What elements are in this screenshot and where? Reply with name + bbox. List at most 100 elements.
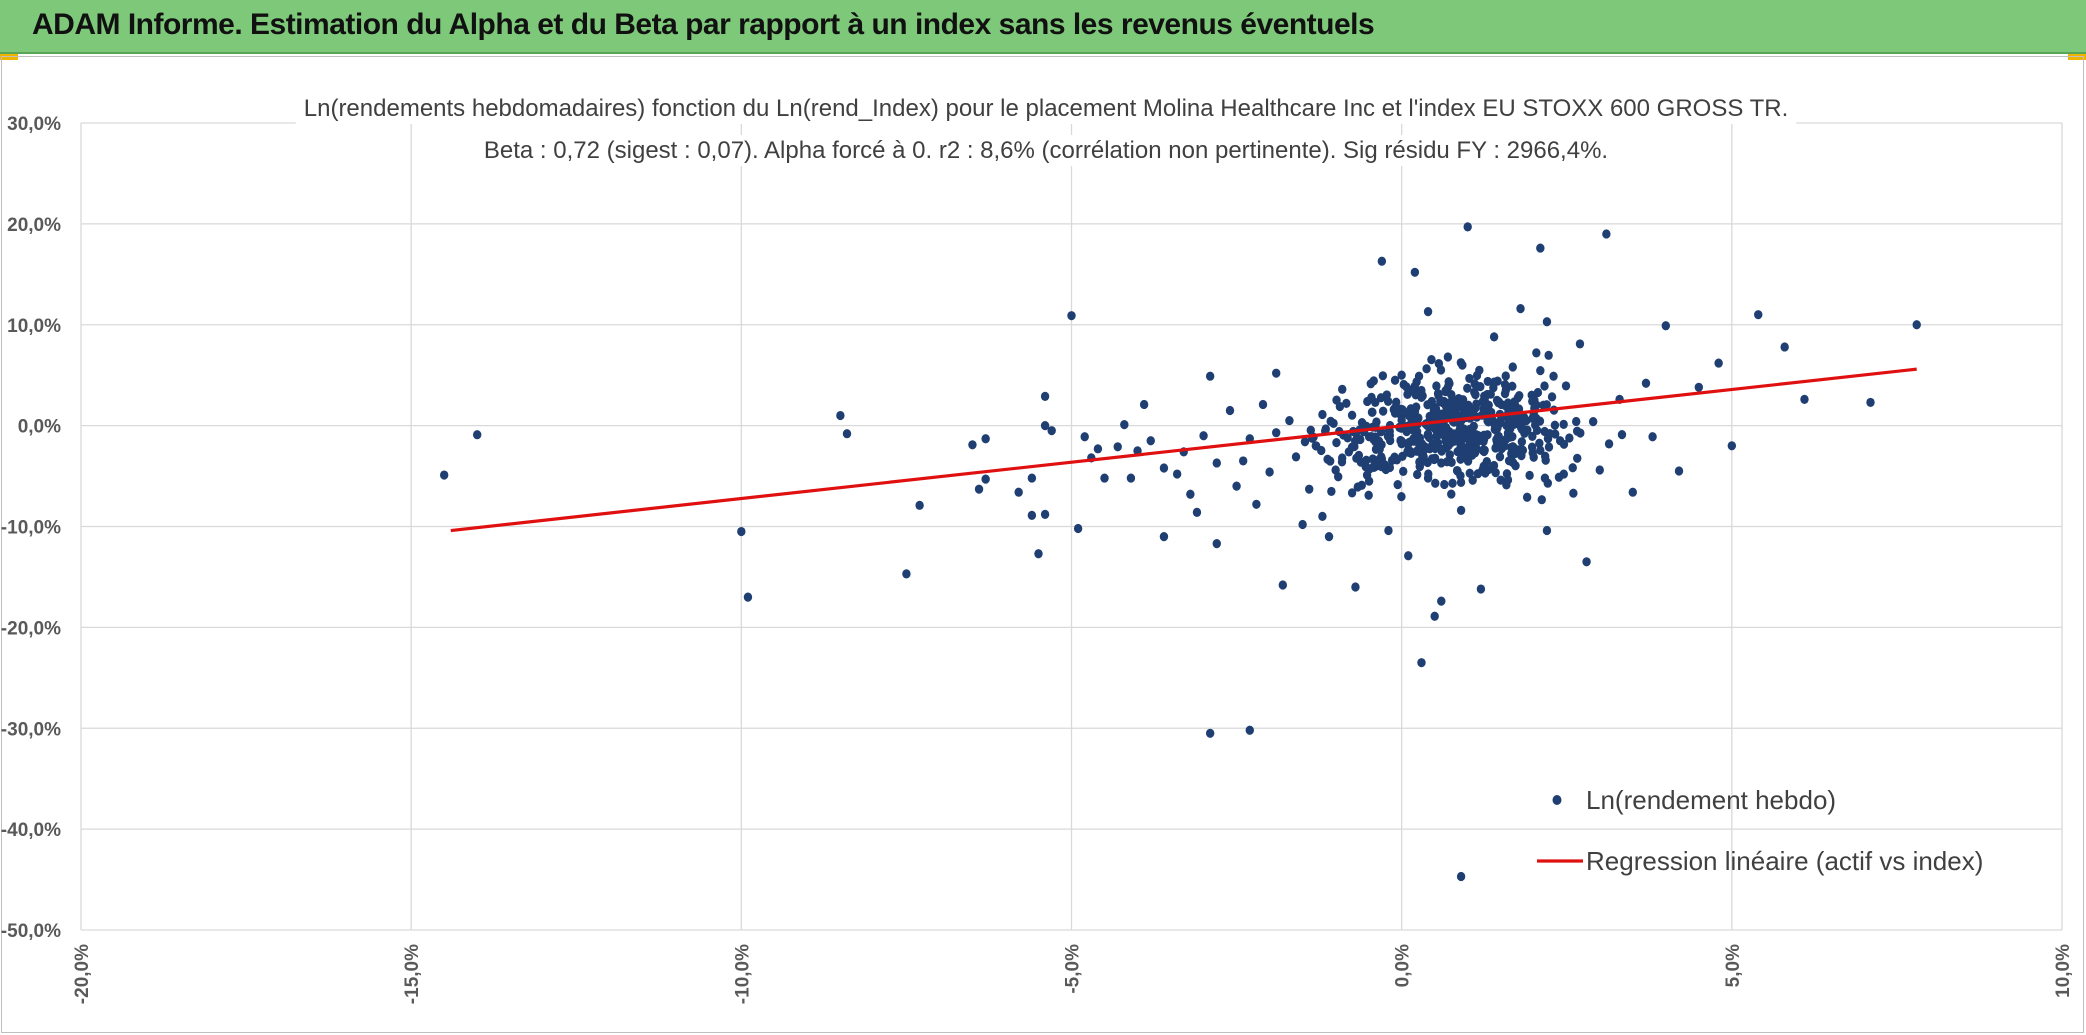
data-point — [1495, 452, 1505, 462]
data-point — [1014, 487, 1023, 497]
data-point — [1351, 582, 1360, 592]
data-point — [1484, 417, 1493, 427]
data-point — [1502, 480, 1511, 490]
data-point — [1397, 492, 1406, 502]
data-point — [1780, 342, 1789, 352]
data-point — [1120, 420, 1129, 430]
data-point — [743, 592, 753, 602]
data-point — [1306, 425, 1315, 435]
data-point — [1572, 416, 1581, 427]
data-point — [1448, 478, 1457, 488]
data-point — [1073, 523, 1083, 534]
data-point — [1800, 394, 1809, 404]
data-point — [1542, 525, 1552, 536]
data-point — [1245, 725, 1254, 735]
y-tick-label: -50,0% — [1, 921, 61, 942]
data-point — [1617, 430, 1627, 440]
data-point — [1417, 658, 1426, 668]
data-point — [1437, 446, 1446, 456]
data-point — [1447, 489, 1456, 499]
data-point — [1034, 549, 1043, 559]
data-point — [1447, 389, 1456, 400]
y-axis-ticks: -50,0% -40,0% -30,0% -20,0% -10,0% 0,0% 10,0% 2… — [1, 114, 61, 942]
data-point — [1517, 437, 1527, 447]
data-point — [1508, 381, 1517, 391]
data-point — [1544, 442, 1554, 452]
data-point — [1536, 243, 1545, 253]
subtitle-backdrop — [475, 135, 1617, 166]
data-point — [1390, 375, 1400, 385]
data-point — [1559, 419, 1568, 429]
data-point — [1424, 469, 1433, 479]
y-tick-label: -30,0% — [1, 719, 61, 740]
data-point — [1159, 463, 1169, 473]
data-point — [1232, 481, 1241, 491]
data-point — [1366, 379, 1376, 389]
data-point — [1411, 432, 1420, 442]
data-point — [1393, 479, 1402, 490]
chart-frame — [1, 56, 2084, 1033]
x-tick-label: 10,0% — [2053, 944, 2074, 998]
data-point — [1459, 442, 1469, 453]
data-point — [1368, 407, 1377, 417]
chart-subtitle: Beta : 0,72 (sigest : 0,07). Alpha forcé… — [484, 137, 1608, 164]
data-point — [1595, 465, 1604, 475]
data-point — [1238, 456, 1248, 466]
data-point — [1321, 424, 1330, 434]
regression-line — [450, 367, 1917, 533]
data-point — [1272, 368, 1281, 378]
data-point — [1533, 387, 1543, 398]
data-point — [1516, 304, 1525, 314]
data-point — [1434, 358, 1444, 369]
data-point — [1404, 551, 1413, 561]
data-point — [737, 526, 746, 537]
data-point — [1312, 441, 1321, 451]
data-point — [1542, 317, 1552, 327]
data-point — [1272, 428, 1281, 438]
data-point — [1447, 457, 1456, 467]
data-point — [1415, 457, 1424, 467]
report-banner: ADAM Informe. Estimation du Alpha et du … — [0, 0, 2086, 54]
data-point — [1436, 396, 1445, 407]
data-point — [1367, 431, 1376, 442]
data-point — [1347, 410, 1357, 420]
data-point — [1265, 467, 1274, 477]
data-point — [1528, 431, 1537, 441]
data-point — [1462, 433, 1471, 444]
data-point — [1496, 475, 1505, 485]
data-point — [473, 430, 482, 440]
data-point — [1604, 439, 1614, 449]
data-point — [1300, 437, 1310, 447]
data-point — [1199, 431, 1208, 441]
data-point — [1327, 486, 1336, 497]
data-point — [1540, 381, 1549, 391]
data-point — [1532, 348, 1541, 358]
y-tick-label: 30,0% — [7, 114, 61, 135]
data-point — [1399, 466, 1408, 476]
data-point — [1602, 229, 1611, 239]
data-point — [1525, 470, 1534, 480]
legend-dot-icon — [1552, 795, 1562, 805]
data-point — [1568, 463, 1577, 473]
data-point — [1100, 473, 1109, 483]
data-point — [1547, 392, 1557, 402]
data-point — [1481, 398, 1491, 409]
data-point — [1508, 362, 1517, 372]
data-point — [1489, 332, 1499, 342]
data-point — [1343, 433, 1352, 443]
data-point — [1146, 436, 1155, 446]
data-point — [1205, 728, 1215, 738]
y-tick-label: -40,0% — [1, 820, 61, 841]
data-point — [1364, 490, 1373, 500]
data-point — [1384, 525, 1393, 536]
x-tick-label: 5,0% — [1723, 944, 1744, 987]
data-point — [1414, 413, 1423, 423]
data-point — [1694, 382, 1704, 392]
scatter-series — [439, 222, 1921, 882]
data-point — [1397, 370, 1406, 380]
data-point — [1423, 400, 1432, 410]
data-point — [1335, 401, 1345, 412]
data-point — [1539, 400, 1548, 410]
y-tick-label: 0,0% — [18, 417, 61, 438]
